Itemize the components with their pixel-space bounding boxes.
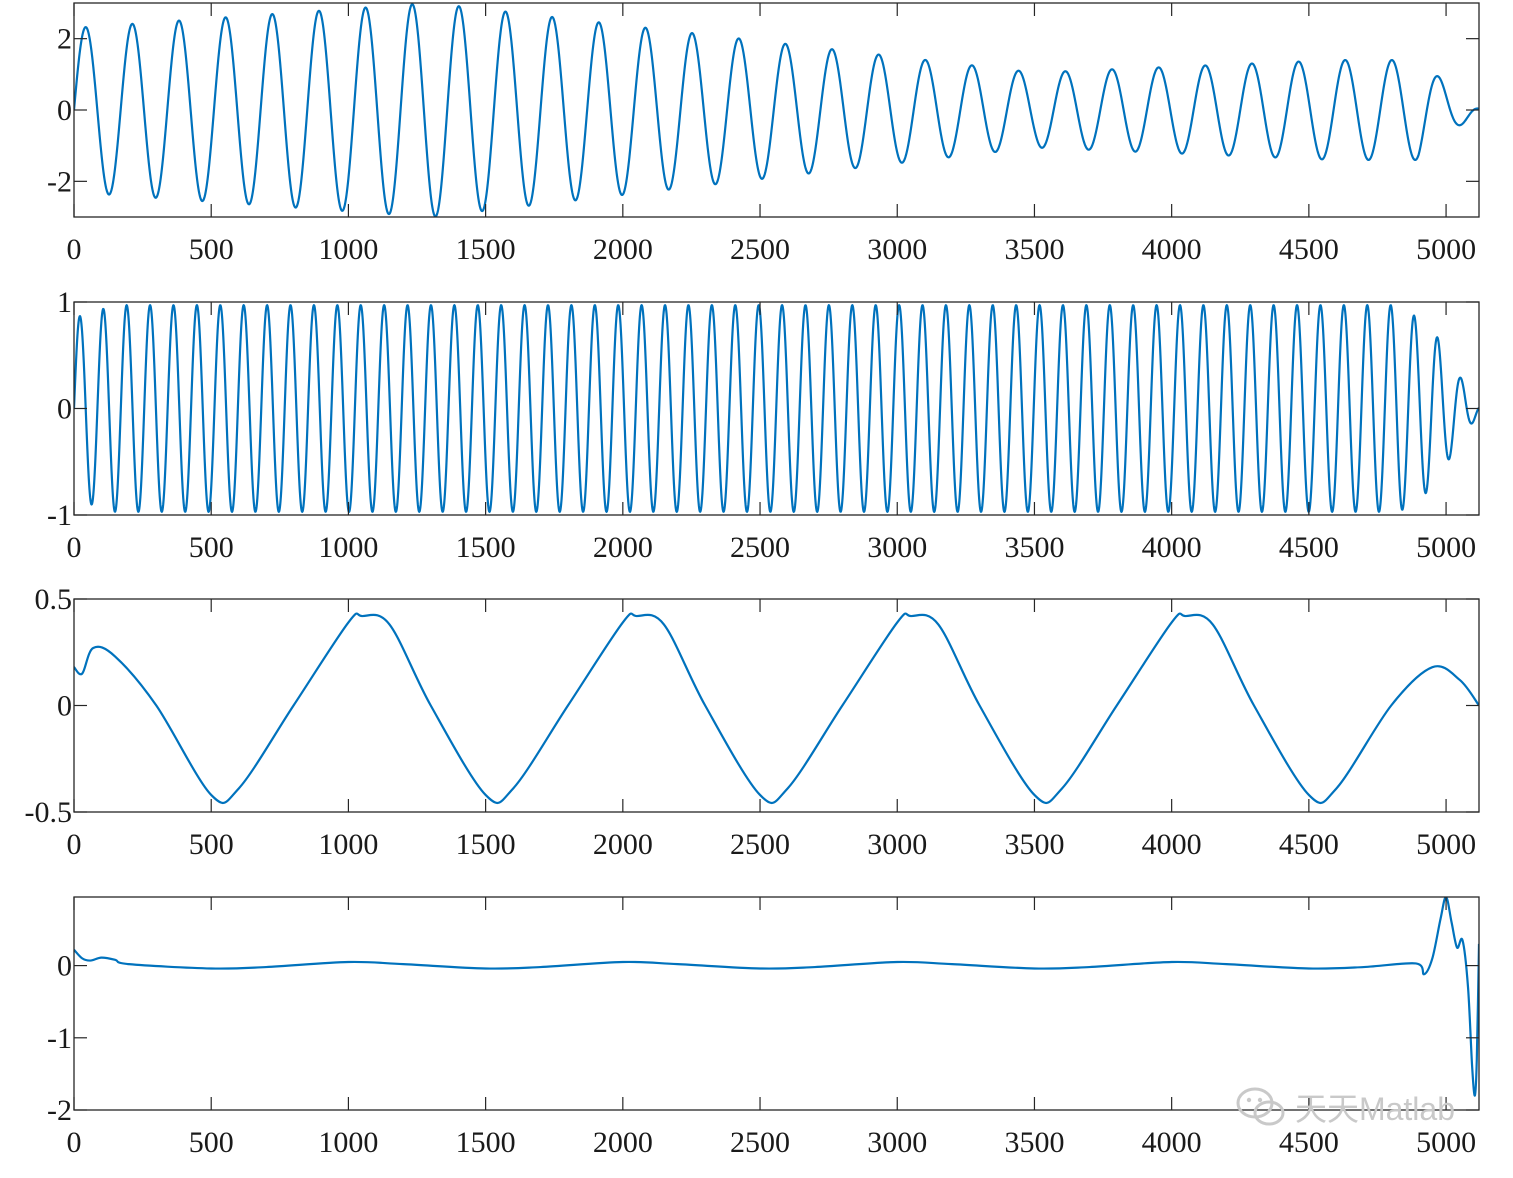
y-tick-label: 2 <box>57 23 72 56</box>
x-tick-label: 5000 <box>1416 531 1476 564</box>
x-tick-label: 4000 <box>1142 531 1202 564</box>
x-tick-label: 0 <box>67 531 82 564</box>
y-tick-label: 0 <box>57 94 72 127</box>
y-tick-label: -1 <box>47 499 72 532</box>
x-tick-label: 2000 <box>593 828 653 861</box>
wechat-icon <box>1236 1087 1285 1126</box>
x-tick-label: 1500 <box>456 233 516 266</box>
x-tick-label: 3500 <box>1004 531 1064 564</box>
series-line-2 <box>74 304 1479 513</box>
x-tick-label: 2500 <box>730 531 790 564</box>
x-tick-label: 1500 <box>456 1126 516 1159</box>
y-tick-label: -0.5 <box>25 796 73 829</box>
x-tick-label: 500 <box>189 233 234 266</box>
y-tick-label: 0.5 <box>35 583 73 616</box>
panel-1: 0 500 1000 1500 2000 2500 3000 3500 4000 4500 5000… <box>47 2 1480 266</box>
x-tick-label: 1500 <box>456 531 516 564</box>
series-line-1 <box>74 3 1479 217</box>
y-tick-label: -1 <box>47 1022 72 1055</box>
x-tick-label: 500 <box>189 531 234 564</box>
x-tick-label: 2000 <box>593 531 653 564</box>
x-tick-label: 3500 <box>1004 1126 1064 1159</box>
y-tick-label: 0 <box>57 950 72 983</box>
x-tick-label: 3000 <box>867 828 927 861</box>
x-tick-label: 2500 <box>730 828 790 861</box>
x-tick-label: 4000 <box>1142 233 1202 266</box>
panel-2: 0 500 1000 1500 2000 2500 3000 3500 4000 4500 5000… <box>47 286 1480 564</box>
series-line-4 <box>74 897 1479 1097</box>
y-tick-label: -2 <box>47 165 72 198</box>
panel-4: 0 500 1000 1500 2000 2500 3000 3500 4000 4500 5000… <box>47 896 1480 1159</box>
x-tick-label: 2000 <box>593 1126 653 1159</box>
x-tick-label: 5000 <box>1416 233 1476 266</box>
x-tick-label: 3000 <box>867 1126 927 1159</box>
axes-box-4 <box>73 896 1480 1111</box>
x-tick-label: 4500 <box>1279 1126 1339 1159</box>
x-tick-label: 1000 <box>318 531 378 564</box>
x-tick-label: 2500 <box>730 1126 790 1159</box>
x-tick-label: 4500 <box>1279 233 1339 266</box>
x-tick-label: 0 <box>67 828 82 861</box>
x-tick-label: 1000 <box>318 1126 378 1159</box>
x-tick-label: 2500 <box>730 233 790 266</box>
axes-box-3 <box>73 598 1480 813</box>
x-tick-label: 3500 <box>1004 828 1064 861</box>
watermark-text: 天天Matlab <box>1294 1091 1455 1127</box>
x-tick-label: 4000 <box>1142 1126 1202 1159</box>
x-tick-label: 1000 <box>318 233 378 266</box>
y-tick-label: 1 <box>57 286 72 319</box>
x-tick-label: 2000 <box>593 233 653 266</box>
x-tick-label: 3000 <box>867 531 927 564</box>
watermark: 天天Matlab <box>1235 1084 1455 1130</box>
y-tick-label: -2 <box>47 1094 72 1127</box>
x-tick-label: 1500 <box>456 828 516 861</box>
x-tick-label: 0 <box>67 1126 82 1159</box>
x-tick-label: 1000 <box>318 828 378 861</box>
x-tick-label: 4500 <box>1279 828 1339 861</box>
x-tick-label: 5000 <box>1416 1126 1476 1159</box>
x-tick-label: 4500 <box>1279 531 1339 564</box>
y-tick-label: 0 <box>57 393 72 426</box>
series-line-3 <box>74 612 1479 805</box>
x-tick-label: 3500 <box>1004 233 1064 266</box>
y-tick-label: 0 <box>57 690 72 723</box>
x-tick-label: 4000 <box>1142 828 1202 861</box>
x-tick-label: 0 <box>67 233 82 266</box>
panel-3: 0 500 1000 1500 2000 2500 3000 3500 4000 4500 5000… <box>25 583 1480 861</box>
x-tick-label: 500 <box>189 1126 234 1159</box>
x-tick-label: 500 <box>189 828 234 861</box>
x-tick-label: 3000 <box>867 233 927 266</box>
x-tick-label: 5000 <box>1416 828 1476 861</box>
